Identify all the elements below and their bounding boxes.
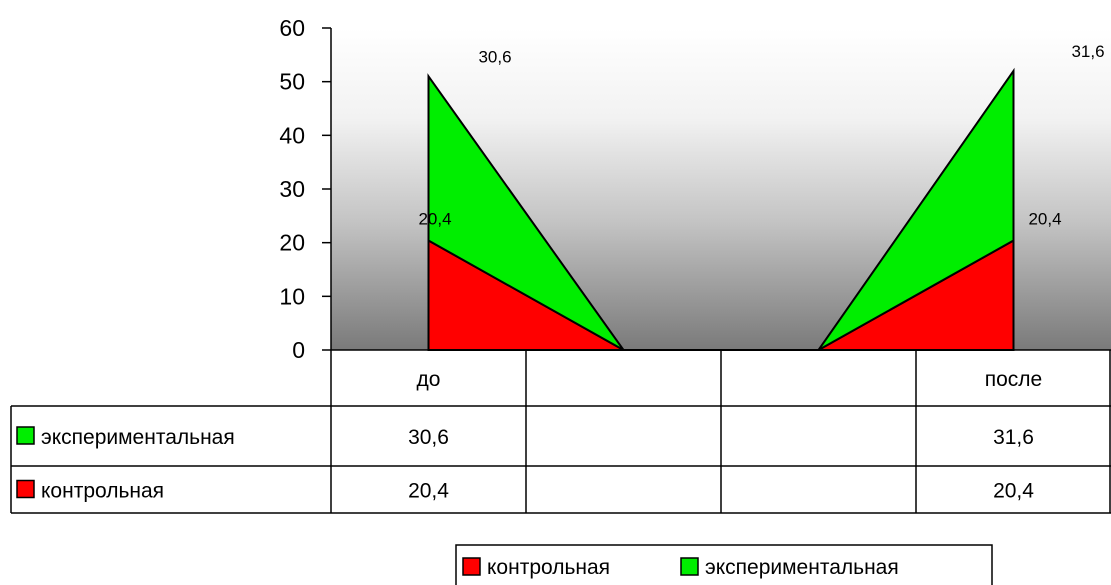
data-label: 30,6: [478, 47, 511, 66]
y-tick-label: 30: [279, 176, 305, 202]
table-series-label: контрольная: [41, 480, 164, 503]
y-tick-label: 50: [279, 69, 305, 95]
table-cell-value: 31,6: [993, 426, 1034, 449]
legend-swatch: [680, 557, 699, 576]
table-cell-value: 20,4: [408, 480, 449, 503]
table-cell-value: 20,4: [993, 480, 1034, 503]
table-series-swatch: [16, 426, 35, 445]
table-series-label: экспериментальная: [41, 426, 235, 449]
data-table: до после экспериментальная 30,6 31,6 контроль…: [10, 349, 1111, 514]
legend-label: экспериментальная: [705, 556, 899, 579]
legend-swatch: [462, 557, 481, 576]
y-tick-label: 20: [279, 230, 305, 256]
table-series-swatch: [16, 479, 35, 499]
legend: контрольная экспериментальная: [455, 544, 993, 585]
table-cell-value: 30,6: [408, 426, 449, 449]
y-tick-label: 0: [292, 337, 305, 363]
x-category-label: до: [417, 368, 441, 391]
data-labels: 20,4 20,4 30,6 31,6: [418, 42, 1104, 229]
data-label: 31,6: [1071, 42, 1104, 61]
y-tick-label: 60: [279, 15, 305, 41]
x-category-label: после: [985, 368, 1042, 391]
data-label: 20,4: [418, 210, 451, 229]
legend-label: контрольная: [487, 556, 610, 579]
y-axis: 0 10 20 30 40 50 60: [279, 15, 332, 363]
legend-box: [455, 544, 993, 585]
data-label: 20,4: [1028, 210, 1061, 229]
y-tick-label: 40: [279, 122, 305, 148]
y-tick-label: 10: [279, 283, 305, 309]
